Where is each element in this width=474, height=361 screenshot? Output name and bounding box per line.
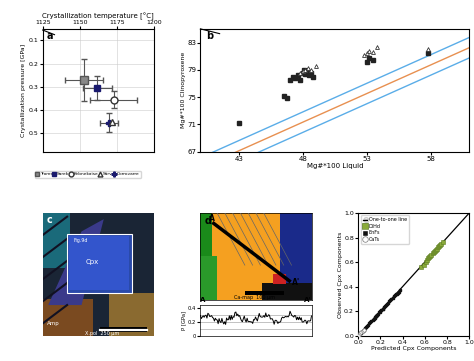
X-axis label: Predicted Cpx Components: Predicted Cpx Components	[371, 346, 456, 351]
Legend: Troms, Sarek, Kebnekaise, Särv, Corrovarre: Troms, Sarek, Kebnekaise, Särv, Corrovar…	[35, 171, 141, 178]
Text: Ca-map  100 μm: Ca-map 100 μm	[234, 295, 275, 300]
Text: Cpx: Cpx	[86, 259, 99, 265]
Bar	[69, 236, 129, 290]
Text: b: b	[206, 31, 213, 42]
Bar	[43, 213, 71, 268]
Y-axis label: Observed Cpx Components: Observed Cpx Components	[338, 231, 343, 318]
Bar	[43, 299, 92, 336]
Text: d: d	[205, 216, 212, 226]
Bar	[262, 283, 311, 300]
Text: Amp: Amp	[47, 321, 60, 326]
Bar	[201, 213, 211, 300]
Y-axis label: Crystallization pressure [GPa]: Crystallization pressure [GPa]	[21, 44, 26, 137]
Text: X.pol  250 μm: X.pol 250 μm	[85, 331, 119, 336]
Bar	[201, 256, 217, 300]
Text: a: a	[47, 31, 54, 42]
Bar	[281, 213, 311, 287]
Text: A': A'	[304, 297, 311, 303]
Text: A: A	[210, 214, 215, 223]
X-axis label: Mg#*100 Liquid: Mg#*100 Liquid	[307, 163, 363, 169]
Text: A: A	[201, 297, 206, 303]
Text: c: c	[47, 216, 53, 226]
Bar	[100, 327, 147, 332]
Legend: One-to-one line, DiHd, EnFs, CaTs: One-to-one line, DiHd, EnFs, CaTs	[361, 216, 409, 244]
Bar	[273, 274, 286, 284]
Y-axis label: P [GPa]: P [GPa]	[182, 310, 186, 330]
X-axis label: Crystallization temperature [°C]: Crystallization temperature [°C]	[42, 13, 154, 20]
Bar	[109, 293, 154, 336]
Text: A': A'	[292, 278, 300, 287]
Text: e: e	[363, 216, 369, 226]
Bar	[245, 291, 284, 295]
Polygon shape	[48, 219, 104, 305]
Text: Fig.9d: Fig.9d	[74, 239, 88, 243]
FancyBboxPatch shape	[67, 234, 132, 293]
Y-axis label: Mg#*100 Clinopyroxene: Mg#*100 Clinopyroxene	[181, 52, 186, 129]
